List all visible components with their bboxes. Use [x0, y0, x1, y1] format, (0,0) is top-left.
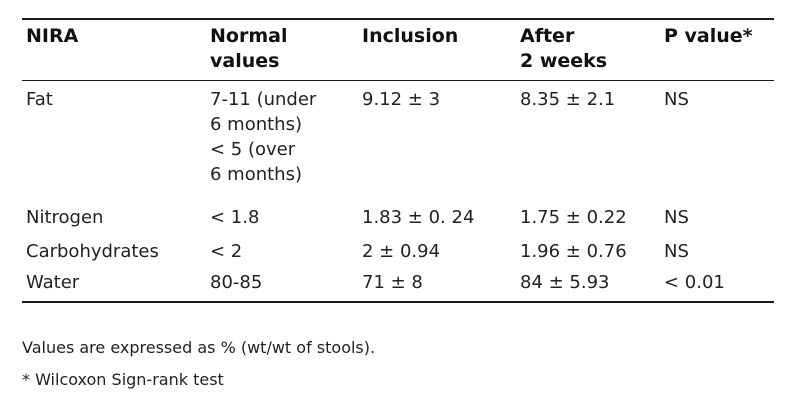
- table-row: Nitrogen < 1.8 1.83 ± 0. 24 1.75 ± 0.22 …: [22, 199, 774, 236]
- cell-p-value: < 0.01: [660, 267, 774, 302]
- cell-inclusion: 2 ± 0.94: [358, 236, 516, 267]
- cell-after-2-weeks: 84 ± 5.93: [516, 267, 660, 302]
- cell-text: 1.83 ± 0. 24: [362, 207, 475, 228]
- cell-text: 71 ± 8: [362, 272, 423, 293]
- cell-parameter: Nitrogen: [22, 199, 206, 236]
- cell-text: NS: [664, 241, 689, 262]
- cell-normal-values: < 1.8: [206, 199, 358, 236]
- results-table-container: NIRA Normal values Inclusion After 2 wee…: [22, 18, 774, 303]
- header-normal-values-line1: Normal: [210, 25, 288, 47]
- header-normal-values-line2: values: [210, 50, 280, 72]
- cell-after-2-weeks: 1.75 ± 0.22: [516, 199, 660, 236]
- table-header: NIRA Normal values Inclusion After 2 wee…: [22, 19, 774, 81]
- cell-text: < 2: [210, 241, 243, 262]
- nira-results-table: NIRA Normal values Inclusion After 2 wee…: [22, 18, 774, 303]
- cell-text: 1.75 ± 0.22: [520, 207, 627, 228]
- header-after-2-weeks: After 2 weeks: [516, 19, 660, 81]
- header-p-value: P value*: [660, 19, 774, 81]
- cell-inclusion: 1.83 ± 0. 24: [358, 199, 516, 236]
- cell-parameter: Water: [22, 267, 206, 302]
- cell-text: < 1.8: [210, 207, 260, 228]
- cell-after-2-weeks: 1.96 ± 0.76: [516, 236, 660, 267]
- cell-parameter: Fat: [22, 81, 206, 200]
- cell-text: 9.12 ± 3: [362, 89, 441, 110]
- cell-text: < 0.01: [664, 272, 725, 293]
- cell-after-2-weeks: 8.35 ± 2.1: [516, 81, 660, 200]
- header-inclusion: Inclusion: [358, 19, 516, 81]
- cell-text: 8.35 ± 2.1: [520, 89, 616, 110]
- table-row: Water 80-85 71 ± 8 84 ± 5.93 < 0.01: [22, 267, 774, 302]
- cell-p-value: NS: [660, 81, 774, 200]
- cell-text: NS: [664, 207, 689, 228]
- table-row: Carbohydrates < 2 2 ± 0.94 1.96 ± 0.76 N…: [22, 236, 774, 267]
- cell-text: Water: [26, 272, 80, 293]
- cell-inclusion: 71 ± 8: [358, 267, 516, 302]
- cell-text: Nitrogen: [26, 207, 104, 228]
- cell-text: Fat: [26, 89, 53, 110]
- cell-text: 80-85: [210, 272, 263, 293]
- cell-text: 6 months): [210, 114, 302, 135]
- header-nira: NIRA: [22, 19, 206, 81]
- cell-text: 2 ± 0.94: [362, 241, 441, 262]
- cell-text: 7-11 (under: [210, 89, 317, 110]
- header-row: NIRA Normal values Inclusion After 2 wee…: [22, 19, 774, 81]
- cell-text: 84 ± 5.93: [520, 272, 610, 293]
- header-p-value-text: P value*: [664, 25, 753, 47]
- cell-inclusion: 9.12 ± 3: [358, 81, 516, 200]
- cell-p-value: NS: [660, 199, 774, 236]
- header-after-line2: 2 weeks: [520, 50, 608, 72]
- footnote-units: Values are expressed as % (wt/wt of stoo…: [22, 338, 376, 357]
- cell-text: NS: [664, 89, 689, 110]
- table-footnotes: Values are expressed as % (wt/wt of stoo…: [22, 338, 774, 402]
- header-inclusion-text: Inclusion: [362, 25, 459, 47]
- cell-text: 1.96 ± 0.76: [520, 241, 627, 262]
- table-body: Fat 7-11 (under 6 months) < 5 (over 6 mo…: [22, 81, 774, 302]
- cell-parameter: Carbohydrates: [22, 236, 206, 267]
- cell-text: < 5 (over: [210, 139, 296, 160]
- table-row: Fat 7-11 (under 6 months) < 5 (over 6 mo…: [22, 81, 774, 200]
- cell-p-value: NS: [660, 236, 774, 267]
- cell-normal-values: < 2: [206, 236, 358, 267]
- footnote-test: * Wilcoxon Sign-rank test: [22, 370, 224, 389]
- cell-text: 6 months): [210, 164, 302, 185]
- cell-text: Carbohydrates: [26, 241, 159, 262]
- cell-normal-values: 7-11 (under 6 months) < 5 (over 6 months…: [206, 81, 358, 200]
- header-after-line1: After: [520, 25, 575, 47]
- header-normal-values: Normal values: [206, 19, 358, 81]
- cell-normal-values: 80-85: [206, 267, 358, 302]
- header-nira-text: NIRA: [26, 25, 79, 47]
